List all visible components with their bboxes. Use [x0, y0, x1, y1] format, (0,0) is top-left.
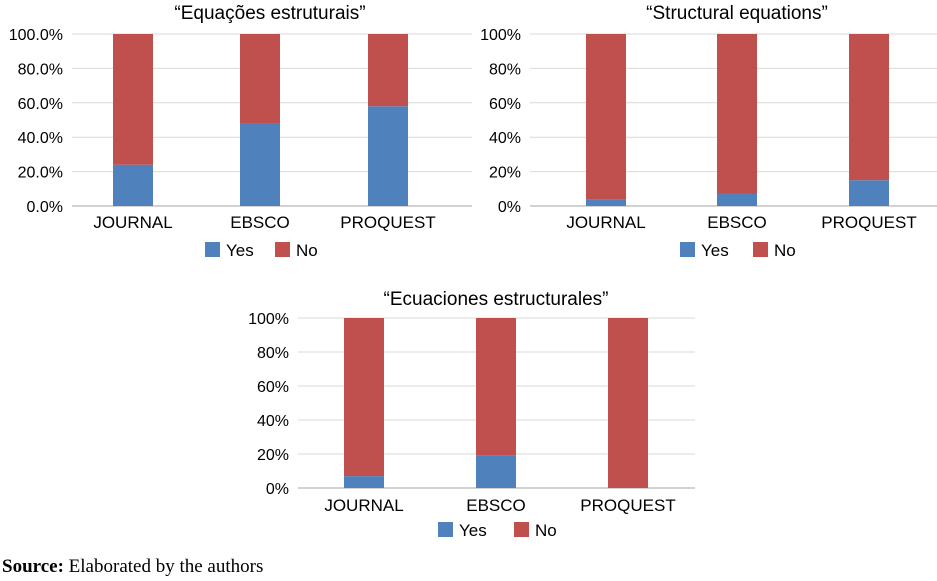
source-note: Source: Elaborated by the authors [2, 556, 263, 578]
category-label: PROQUEST [580, 496, 675, 515]
legend-label: Yes [701, 241, 729, 260]
y-tick-label: 100% [480, 27, 521, 44]
category-label: EBSCO [707, 213, 767, 232]
bar-no-journal [113, 34, 153, 165]
legend-swatch-no [514, 522, 529, 537]
category-label: EBSCO [230, 213, 290, 232]
y-tick-label: 80% [489, 61, 521, 78]
bar-yes-proquest [849, 180, 889, 206]
y-tick-label: 100.0% [9, 27, 63, 44]
chart-title: “Equações estruturais” [174, 3, 365, 24]
bar-no-ebsco [240, 34, 280, 124]
legend-swatch-yes [438, 522, 453, 537]
y-tick-label: 60% [489, 96, 521, 113]
bar-yes-ebsco [240, 123, 280, 206]
bar-yes-proquest [368, 106, 408, 206]
y-tick-label: 80% [257, 345, 289, 362]
y-tick-label: 60.0% [18, 96, 63, 113]
bar-yes-journal [586, 199, 626, 206]
category-label: PROQUEST [821, 213, 916, 232]
chart-3: 0% 20% 40% 60% 80% 100% JOURNAL EBSCO PROQUEST “E… [248, 289, 695, 540]
y-tick-label: 0% [498, 199, 521, 216]
y-tick-label: 0.0% [27, 199, 63, 216]
chart-2: 0% 20% 40% 60% 80% 100% JOURNAL EBSCO PROQUEST “S… [480, 3, 937, 260]
y-tick-label: 40% [489, 130, 521, 147]
bar-no-ebsco [476, 318, 516, 456]
legend-swatch-no [753, 242, 768, 257]
y-tick-label: 0% [266, 481, 289, 498]
legend-swatch-no [275, 242, 290, 257]
legend-label: No [774, 241, 796, 260]
chart-title: “Structural equations” [646, 3, 828, 24]
y-tick-label: 100% [248, 311, 289, 328]
bar-no-journal [586, 34, 626, 200]
y-tick-label: 40% [257, 413, 289, 430]
legend-label: No [296, 241, 318, 260]
category-label: JOURNAL [93, 213, 172, 232]
chart-1: 0.0% 20.0% 40.0% 60.0% 80.0% 100.0% JOURNAL EBS… [9, 3, 472, 260]
bar-no-proquest [368, 34, 408, 107]
legend-swatch-yes [205, 242, 220, 257]
y-tick-label: 20.0% [18, 165, 63, 182]
chart-title: “Ecuaciones estructurales” [384, 289, 609, 310]
bar-no-proquest [849, 34, 889, 181]
category-label: PROQUEST [340, 213, 435, 232]
legend-label: Yes [226, 241, 254, 260]
legend-swatch-yes [680, 242, 695, 257]
bar-yes-ebsco [476, 455, 516, 488]
bar-no-ebsco [717, 34, 757, 194]
bar-no-proquest [608, 318, 648, 488]
y-tick-label: 40.0% [18, 130, 63, 147]
category-label: JOURNAL [324, 496, 403, 515]
legend-label: Yes [459, 521, 487, 540]
y-tick-label: 60% [257, 379, 289, 396]
legend-label: No [535, 521, 557, 540]
source-label: Source: [2, 556, 64, 577]
y-tick-label: 20% [257, 447, 289, 464]
y-tick-label: 80.0% [18, 61, 63, 78]
category-label: EBSCO [466, 496, 526, 515]
bar-yes-journal [344, 476, 384, 488]
category-label: JOURNAL [566, 213, 645, 232]
y-tick-label: 20% [489, 165, 521, 182]
bar-no-journal [344, 318, 384, 477]
source-text: Elaborated by the authors [63, 556, 264, 577]
bar-yes-journal [113, 164, 153, 206]
bar-yes-ebsco [717, 193, 757, 206]
